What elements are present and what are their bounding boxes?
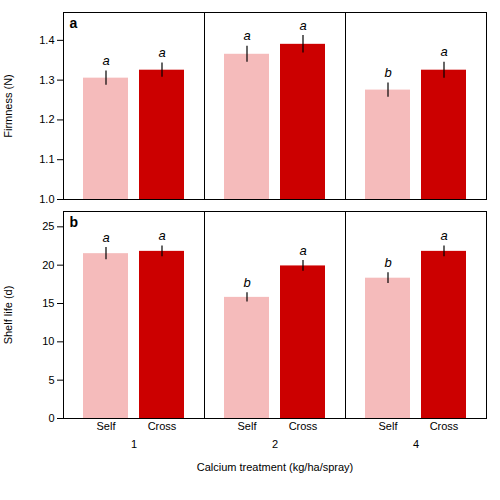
svg-text:1.3: 1.3 xyxy=(39,74,54,86)
svg-text:Self: Self xyxy=(379,420,399,432)
svg-text:a: a xyxy=(102,230,109,245)
svg-text:10: 10 xyxy=(42,335,54,347)
svg-text:b: b xyxy=(384,255,391,270)
svg-text:2: 2 xyxy=(272,438,278,450)
svg-text:Firmness (N): Firmness (N) xyxy=(2,74,14,138)
svg-text:4: 4 xyxy=(413,438,419,450)
svg-text:a: a xyxy=(158,228,165,243)
svg-text:1.2: 1.2 xyxy=(39,113,54,125)
svg-text:a: a xyxy=(102,53,109,68)
svg-text:b: b xyxy=(384,65,391,80)
svg-text:a: a xyxy=(440,44,447,59)
svg-text:Self: Self xyxy=(97,420,117,432)
svg-text:20: 20 xyxy=(42,259,54,271)
svg-text:25: 25 xyxy=(42,220,54,232)
svg-text:b: b xyxy=(70,214,79,230)
svg-text:Calcium treatment (kg/ha/spray: Calcium treatment (kg/ha/spray) xyxy=(197,461,354,473)
svg-text:b: b xyxy=(243,275,250,290)
svg-text:a: a xyxy=(158,45,165,60)
svg-text:a: a xyxy=(70,15,78,31)
svg-text:a: a xyxy=(440,228,447,243)
svg-text:Self: Self xyxy=(238,420,258,432)
svg-text:1.4: 1.4 xyxy=(39,34,54,46)
svg-text:1.1: 1.1 xyxy=(39,153,54,165)
svg-text:Cross: Cross xyxy=(148,420,177,432)
svg-text:a: a xyxy=(299,243,306,258)
svg-text:a: a xyxy=(299,18,306,33)
svg-text:5: 5 xyxy=(48,374,54,386)
svg-text:a: a xyxy=(243,28,250,43)
svg-text:Cross: Cross xyxy=(289,420,318,432)
svg-text:15: 15 xyxy=(42,297,54,309)
svg-text:1.0: 1.0 xyxy=(39,193,54,205)
svg-text:Cross: Cross xyxy=(430,420,459,432)
svg-text:Shelf life (d): Shelf life (d) xyxy=(2,286,14,345)
svg-text:0: 0 xyxy=(48,412,54,424)
svg-text:1: 1 xyxy=(131,438,137,450)
